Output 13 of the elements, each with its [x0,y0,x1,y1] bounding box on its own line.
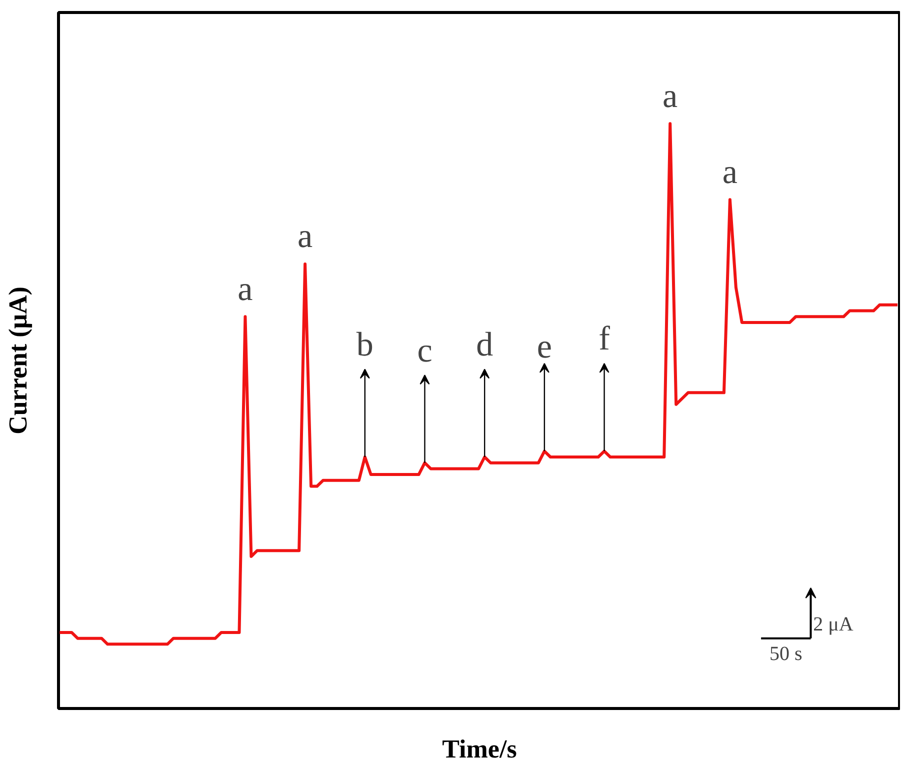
annotation: b [356,326,374,364]
annotation: a [298,218,313,256]
annotation: 50 s [770,642,803,665]
annotation: a [238,270,253,308]
annotation: 2 μA [813,613,854,636]
annotation: e [536,328,552,366]
text: a [662,78,678,115]
x-axis-title: Time/s [442,734,517,764]
annotation: d [476,326,494,364]
annotation: a [722,154,738,191]
annotation: f [598,320,611,358]
y-axis-title: Current (μA) [4,286,32,434]
annotation: c [417,332,432,370]
